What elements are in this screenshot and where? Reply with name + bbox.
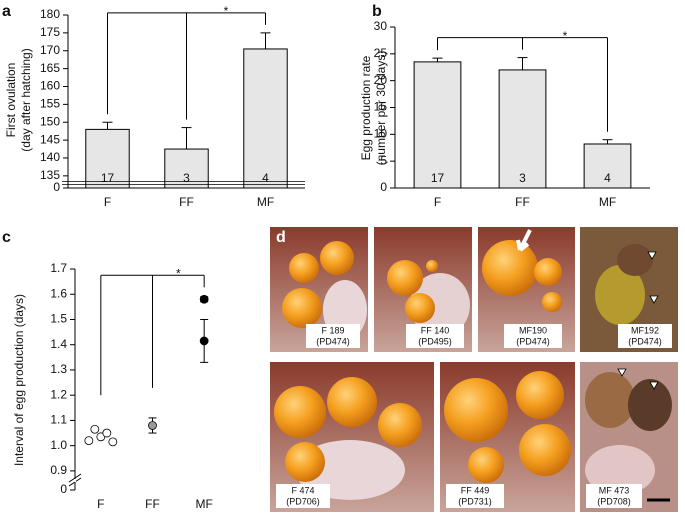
y-tick-label: 10 — [374, 127, 388, 141]
y-axis-label: (day after hatching) — [19, 48, 33, 151]
photo-code: (PD474) — [316, 336, 350, 346]
photo: MF 473 (PD708) — [580, 362, 678, 512]
photo: F 474 (PD706) — [270, 362, 434, 512]
bar — [85, 128, 130, 189]
photo-code: (PD706) — [286, 496, 320, 506]
panel-label: b — [372, 3, 382, 20]
y-tick-label: 0 — [380, 180, 387, 194]
count-label: 17 — [431, 171, 445, 185]
y-tick-label: 150 — [40, 114, 60, 128]
photo-code: (PD474) — [628, 336, 662, 346]
count-label: 17 — [101, 171, 115, 185]
photo-label: FF 140 — [421, 325, 450, 335]
y-axis-label: Interval of egg production (days) — [12, 294, 26, 466]
bar — [413, 61, 462, 189]
y-tick-label: 1.4 — [50, 337, 67, 351]
x-tick-label: FF — [179, 195, 194, 209]
count-label: 3 — [519, 171, 526, 185]
photo: F 189 (PD474) — [270, 227, 368, 352]
point — [90, 424, 100, 434]
y-tick-label: 180 — [40, 7, 60, 21]
photo-label: MF190 — [519, 325, 547, 335]
bar — [498, 69, 547, 189]
y-tick-label: 1.3 — [50, 362, 67, 376]
y-tick-label: 30 — [374, 19, 388, 33]
x-tick-label: MF — [257, 195, 274, 209]
y-tick-label: 170 — [40, 43, 60, 57]
y-tick-label: 0 — [53, 180, 60, 194]
panel-label: d — [276, 229, 286, 246]
y-tick-label: 1.2 — [50, 387, 67, 401]
panel-label: a — [2, 3, 11, 20]
y-tick-label: 15 — [374, 100, 388, 114]
point — [108, 437, 118, 447]
photo: MF190 (PD474) — [478, 227, 575, 352]
y-tick-label: 0 — [60, 482, 67, 496]
y-tick-label: 135 — [40, 168, 60, 182]
y-tick-label: 1.5 — [50, 312, 67, 326]
count-label: 3 — [183, 171, 190, 185]
y-tick-label: 165 — [40, 61, 60, 75]
y-tick-label: 1.1 — [50, 413, 67, 427]
count-label: 4 — [604, 171, 611, 185]
y-tick-label: 0.9 — [50, 463, 67, 477]
point — [199, 294, 209, 304]
photo-panel: F 189 (PD474) FF 140 (PD495) MF190 (PD47… — [270, 227, 678, 512]
photo: FF 449 (PD731) — [440, 362, 575, 512]
y-tick-label: 20 — [374, 73, 388, 87]
y-tick-label: 145 — [40, 132, 60, 146]
bar — [243, 48, 288, 189]
photo: FF 140 (PD495) — [374, 227, 472, 352]
photo-code: (PD731) — [458, 496, 492, 506]
y-tick-label: 25 — [374, 46, 388, 60]
panel-label: c — [2, 229, 11, 246]
y-axis-label: (number per 30 days) — [374, 51, 388, 166]
significance: * — [176, 266, 181, 280]
x-tick-label: MF — [196, 497, 213, 511]
bar — [583, 143, 632, 189]
photo-label: F 189 — [321, 325, 344, 335]
photo-code: (PD474) — [516, 336, 550, 346]
significance: * — [563, 29, 568, 43]
x-tick-label: MF — [599, 195, 616, 209]
count-label: 4 — [262, 171, 269, 185]
y-tick-label: 155 — [40, 97, 60, 111]
photo-label: F 474 — [291, 485, 314, 495]
axis-break — [68, 473, 82, 483]
y-tick-label: 1.6 — [50, 286, 67, 300]
x-tick-label: F — [97, 497, 104, 511]
y-tick-label: 140 — [40, 150, 60, 164]
photo-label: FF 449 — [461, 485, 490, 495]
photo-code: (PD708) — [597, 496, 631, 506]
x-tick-label: F — [104, 195, 111, 209]
y-axis-label: Egg production rate — [359, 55, 373, 160]
point — [199, 336, 209, 346]
point — [148, 421, 157, 430]
y-tick-label: 160 — [40, 79, 60, 93]
photo: MF192 (PD474) — [580, 227, 678, 352]
x-tick-label: FF — [145, 497, 160, 511]
y-tick-label: 1.7 — [50, 261, 67, 275]
point — [84, 436, 94, 446]
photo-code: (PD495) — [418, 336, 452, 346]
photo-label: MF192 — [631, 325, 659, 335]
photo-label: MF 473 — [599, 485, 630, 495]
y-tick-label: 1.0 — [50, 438, 67, 452]
x-tick-label: FF — [515, 195, 530, 209]
significance: * — [224, 4, 229, 18]
axis-break-gap — [74, 479, 76, 482]
y-tick-label: 5 — [380, 153, 387, 167]
y-tick-label: 175 — [40, 25, 60, 39]
y-axis-label: First ovulation — [4, 63, 18, 138]
x-tick-label: F — [434, 195, 441, 209]
point — [102, 428, 112, 438]
